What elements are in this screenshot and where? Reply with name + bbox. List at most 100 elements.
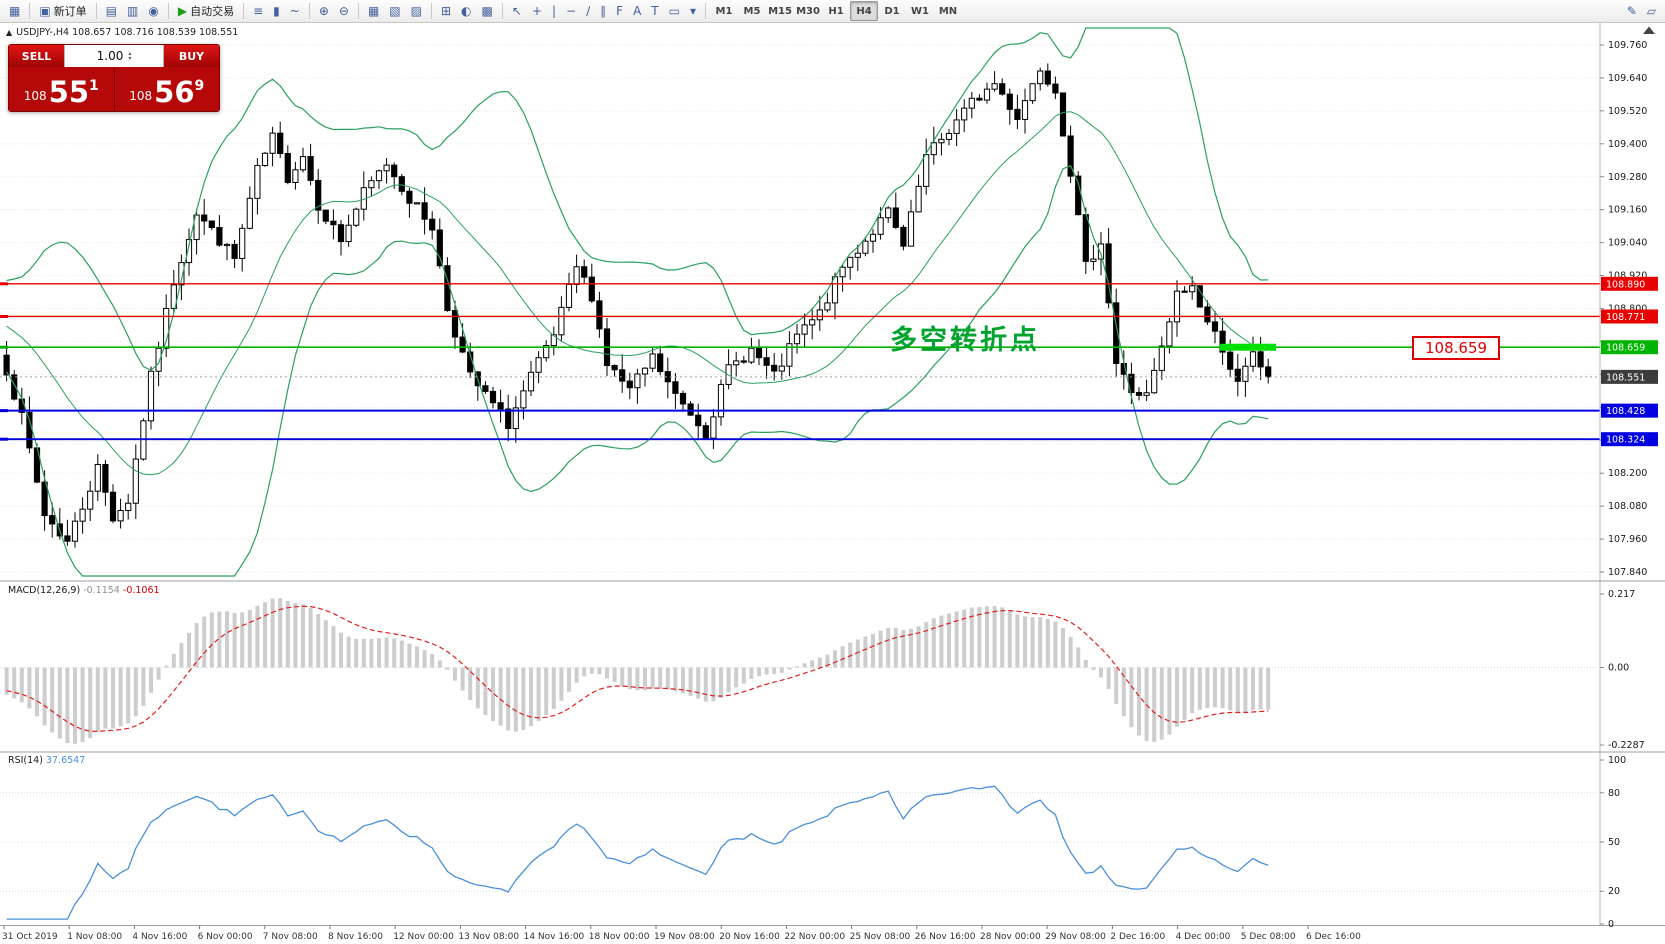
- timeframe-h4-button[interactable]: H4: [850, 1, 878, 21]
- lot-size-value: 1.00: [96, 49, 124, 63]
- svg-text:50: 50: [1608, 837, 1620, 848]
- profiles-button[interactable]: ▧: [384, 1, 405, 21]
- chart-settings-button[interactable]: ▩: [477, 1, 498, 21]
- data-window-button[interactable]: ▨: [406, 1, 427, 21]
- spinner-down-icon[interactable]: ▾: [128, 55, 132, 62]
- timeframe-m30-button[interactable]: M30: [794, 1, 822, 21]
- buy-price[interactable]: 108 56 9: [115, 67, 220, 111]
- price-label-box[interactable]: 108.659: [1412, 336, 1501, 360]
- axis-price-tag-support-1[interactable]: 108.428: [1601, 403, 1658, 418]
- svg-text:109.400: 109.400: [1608, 139, 1647, 150]
- toolbar-separator: [167, 3, 169, 19]
- new-order-button[interactable]: ▣ 新订单: [34, 1, 91, 21]
- trade-panel-prices: 108 55 1 108 56 9: [9, 67, 219, 111]
- pivot-highlight-segment[interactable]: [1220, 343, 1276, 351]
- bollinger-middle-band[interactable]: [6, 111, 1269, 476]
- svg-text:109.520: 109.520: [1608, 106, 1647, 117]
- axis-price-tag-pivot[interactable]: 108.659: [1601, 340, 1658, 355]
- trendline-button[interactable]: ∕: [581, 1, 595, 21]
- auto-trading-button[interactable]: ▶ 自动交易: [173, 1, 239, 21]
- new-window-button[interactable]: ⊞: [436, 1, 456, 21]
- svg-text:108.551: 108.551: [1606, 372, 1645, 383]
- bollinger-upper-band[interactable]: [6, 27, 1269, 372]
- more-tools-button[interactable]: ▾: [685, 1, 701, 21]
- sell-price[interactable]: 108 55 1: [9, 67, 115, 111]
- search-button[interactable]: ◉: [143, 1, 163, 21]
- auto-trading-label: 自动交易: [190, 5, 235, 18]
- hline-handle-resistance-2[interactable]: [0, 314, 8, 318]
- zoom-out-button[interactable]: ⊖: [334, 1, 354, 21]
- bar-chart-button[interactable]: ≡: [248, 1, 268, 21]
- compose-button[interactable]: ▱: [1642, 1, 1661, 21]
- label-button[interactable]: T: [646, 1, 663, 21]
- vertical-line-icon: |: [552, 4, 557, 18]
- lot-size-input[interactable]: 1.00 ▴ ▾: [64, 45, 164, 67]
- edit-button[interactable]: ✎: [1622, 1, 1642, 21]
- tile-windows-icon: ▦: [367, 4, 380, 18]
- text-button[interactable]: A: [628, 1, 646, 21]
- timeframe-w1-button[interactable]: W1: [906, 1, 934, 21]
- svg-text:108.200: 108.200: [1608, 468, 1647, 479]
- cursor-button[interactable]: ↖: [507, 1, 527, 21]
- sell-button[interactable]: SELL: [9, 45, 64, 67]
- candlestick-chart-button[interactable]: ▮: [268, 1, 285, 21]
- line-chart-button[interactable]: ~: [285, 1, 305, 21]
- axis-price-tag-resistance-1[interactable]: 108.890: [1601, 276, 1658, 291]
- new-order-icon: ▣: [39, 4, 51, 18]
- hline-handle-support-1[interactable]: [0, 409, 8, 413]
- print-preview-button[interactable]: ▥: [122, 1, 143, 21]
- chart-scroll-button[interactable]: [1643, 26, 1655, 35]
- spinner-up-icon[interactable]: ▴: [128, 50, 132, 57]
- hline-handle-pivot[interactable]: [0, 345, 8, 349]
- timeframe-m5-button[interactable]: M5: [738, 1, 766, 21]
- collapse-trade-panel-icon[interactable]: ▲: [6, 28, 13, 37]
- line-chart-icon: ~: [289, 4, 300, 18]
- svg-text:6 Dec 16:00: 6 Dec 16:00: [1306, 932, 1361, 942]
- svg-text:28 Nov 00:00: 28 Nov 00:00: [980, 932, 1041, 942]
- macd-signal-line[interactable]: [6, 605, 1269, 732]
- axis-price-tag-support-2[interactable]: 108.324: [1601, 432, 1658, 447]
- timeframe-m1-button[interactable]: M1: [710, 1, 738, 21]
- zoom-out-icon: ⊖: [338, 4, 349, 18]
- timeframe-d1-button[interactable]: D1: [878, 1, 906, 21]
- axis-price-tag-current-price[interactable]: 108.551: [1601, 369, 1658, 384]
- toolbar-group-chart-type: ≡ ▮ ~: [248, 1, 305, 21]
- timeframe-h1-button[interactable]: H1: [822, 1, 850, 21]
- horizontal-line-button[interactable]: −: [561, 1, 581, 21]
- macd-label: MACD(12,26,9) -0.1154 -0.1061: [8, 585, 160, 596]
- trade-panel-controls: SELL 1.00 ▴ ▾ BUY: [9, 45, 219, 67]
- crosshair-icon: +: [531, 4, 542, 18]
- buy-button[interactable]: BUY: [164, 45, 219, 67]
- macd-main-value: -0.1154: [83, 585, 120, 596]
- print-button[interactable]: ▤: [101, 1, 122, 21]
- svg-text:-0.2287: -0.2287: [1608, 740, 1645, 751]
- svg-text:18 Nov 00:00: 18 Nov 00:00: [589, 932, 650, 942]
- toolbar-separator: [243, 3, 245, 19]
- macd-name: MACD(12,26,9): [8, 585, 81, 596]
- label-icon: T: [651, 4, 659, 18]
- rsi-line[interactable]: [6, 785, 1269, 920]
- toolbar-separator: [95, 3, 97, 19]
- timeframe-m15-button[interactable]: M15: [766, 1, 794, 21]
- time-axis[interactable]: 31 Oct 2019 1 Nov 08:00 4 Nov 16:00 6 Nov 0…: [2, 925, 1361, 943]
- timeframe-mn-button[interactable]: MN: [934, 1, 962, 21]
- new-chart-button[interactable]: ▦: [4, 1, 25, 21]
- chart-settings-icon: ▩: [481, 4, 493, 18]
- refresh-button[interactable]: ◐: [456, 1, 476, 21]
- shapes-button[interactable]: ▭: [664, 1, 685, 21]
- zoom-in-button[interactable]: ⊕: [314, 1, 334, 21]
- fibonacci-button[interactable]: F: [611, 1, 628, 21]
- channel-button[interactable]: ∥: [595, 1, 611, 21]
- crosshair-button[interactable]: +: [527, 1, 547, 21]
- hline-handle-support-2[interactable]: [0, 437, 8, 441]
- new-window-icon: ⊞: [440, 4, 452, 18]
- tile-windows-button[interactable]: ▦: [363, 1, 384, 21]
- lot-spinner[interactable]: ▴ ▾: [128, 50, 132, 62]
- hline-handle-resistance-1[interactable]: [0, 282, 8, 286]
- vertical-line-button[interactable]: |: [547, 1, 561, 21]
- axis-price-tag-resistance-2[interactable]: 108.771: [1601, 309, 1658, 324]
- sell-price-pip: 1: [89, 78, 99, 94]
- bollinger-lower-band[interactable]: [6, 164, 1269, 577]
- toolbar-group-orders: ▣ 新订单: [34, 1, 91, 21]
